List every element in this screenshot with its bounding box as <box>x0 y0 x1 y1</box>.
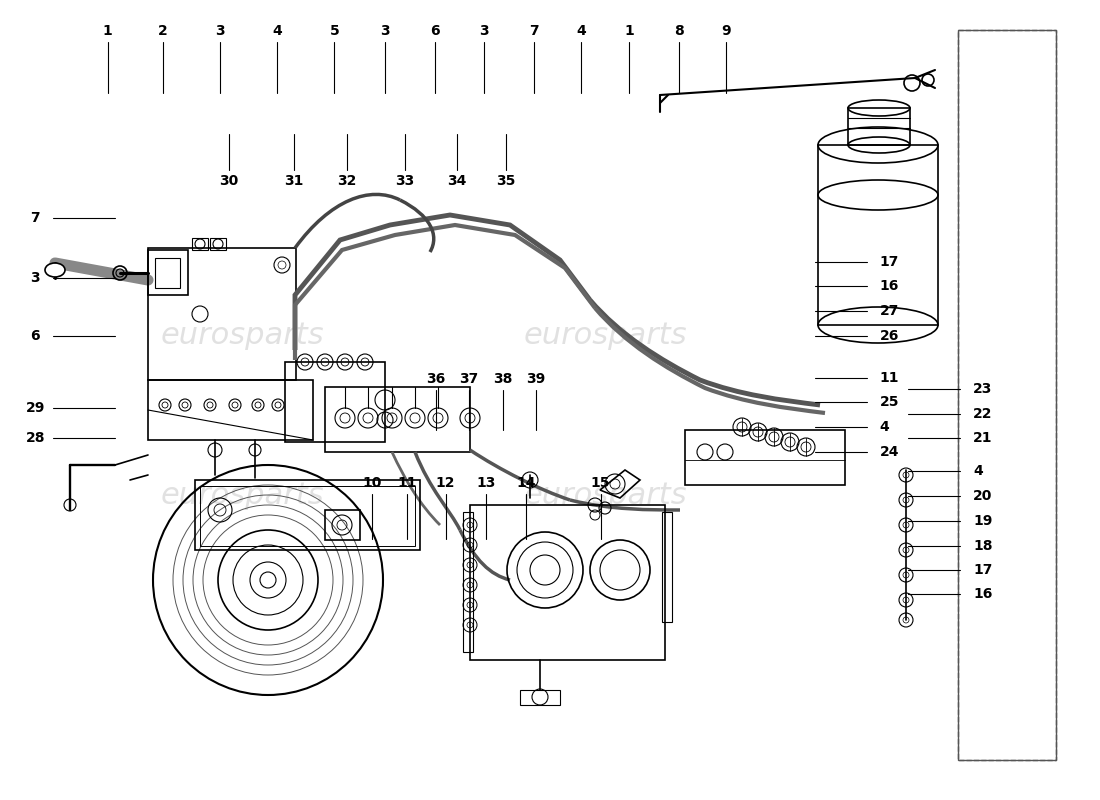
Text: 34: 34 <box>447 174 466 188</box>
Text: 1: 1 <box>625 24 634 38</box>
Text: 11: 11 <box>397 476 417 490</box>
Text: 2: 2 <box>158 24 167 38</box>
Bar <box>155 258 180 288</box>
Bar <box>285 362 385 442</box>
Text: 35: 35 <box>496 174 516 188</box>
Text: 25: 25 <box>880 395 899 410</box>
Text: 30: 30 <box>219 174 239 188</box>
Bar <box>520 690 560 705</box>
Text: 18: 18 <box>974 538 992 553</box>
Bar <box>463 512 473 652</box>
Bar <box>685 430 845 485</box>
Text: 16: 16 <box>974 586 992 601</box>
Text: 19: 19 <box>974 514 992 528</box>
Text: 13: 13 <box>476 476 496 490</box>
Bar <box>324 510 360 540</box>
Text: 3: 3 <box>381 24 389 38</box>
Text: 4: 4 <box>880 420 889 434</box>
Text: 23: 23 <box>974 382 992 396</box>
Bar <box>470 505 666 660</box>
Text: 21: 21 <box>974 431 992 446</box>
Text: 16: 16 <box>880 279 899 294</box>
Text: 5: 5 <box>330 24 339 38</box>
Text: 3: 3 <box>31 271 40 286</box>
Text: eurosparts: eurosparts <box>161 322 323 350</box>
Text: 4: 4 <box>576 24 585 38</box>
Text: 14: 14 <box>516 476 536 490</box>
Text: 33: 33 <box>395 174 415 188</box>
Text: 22: 22 <box>974 406 992 421</box>
Text: 17: 17 <box>974 563 992 578</box>
Text: 36: 36 <box>426 372 446 386</box>
Text: 4: 4 <box>273 24 282 38</box>
Text: 6: 6 <box>31 329 40 343</box>
Text: 10: 10 <box>362 476 382 490</box>
Bar <box>148 380 314 440</box>
Text: 27: 27 <box>880 304 899 318</box>
Text: 12: 12 <box>436 476 455 490</box>
Text: 17: 17 <box>880 254 899 269</box>
Text: eurosparts: eurosparts <box>524 322 686 350</box>
Text: 26: 26 <box>880 329 899 343</box>
Bar <box>848 108 910 145</box>
Text: 39: 39 <box>526 372 546 386</box>
Bar <box>958 30 1056 760</box>
Text: 20: 20 <box>974 489 992 503</box>
Text: 29: 29 <box>25 401 45 415</box>
Text: 24: 24 <box>880 445 899 459</box>
Text: 8: 8 <box>674 24 683 38</box>
Text: 7: 7 <box>529 24 538 38</box>
Bar <box>210 238 225 250</box>
Text: 1: 1 <box>103 24 112 38</box>
Bar <box>818 145 938 325</box>
Bar <box>662 512 672 622</box>
Text: 9: 9 <box>722 24 730 38</box>
Bar <box>324 387 470 452</box>
Text: 37: 37 <box>459 372 478 386</box>
Text: 6: 6 <box>430 24 439 38</box>
Bar <box>192 238 208 250</box>
Bar <box>148 248 296 380</box>
Bar <box>958 30 1056 760</box>
Bar <box>200 486 415 546</box>
Ellipse shape <box>45 263 65 277</box>
Text: eurosparts: eurosparts <box>524 482 686 510</box>
Text: 11: 11 <box>880 370 899 385</box>
Text: 28: 28 <box>25 431 45 446</box>
Text: 4: 4 <box>974 464 982 478</box>
Text: 3: 3 <box>480 24 488 38</box>
Text: 31: 31 <box>284 174 304 188</box>
Text: 32: 32 <box>337 174 356 188</box>
Bar <box>148 250 188 295</box>
Text: 3: 3 <box>216 24 224 38</box>
Text: eurosparts: eurosparts <box>161 482 323 510</box>
Text: 7: 7 <box>31 210 40 225</box>
Bar <box>195 480 420 550</box>
Circle shape <box>260 572 276 588</box>
Text: 15: 15 <box>591 476 611 490</box>
Text: 38: 38 <box>493 372 513 386</box>
